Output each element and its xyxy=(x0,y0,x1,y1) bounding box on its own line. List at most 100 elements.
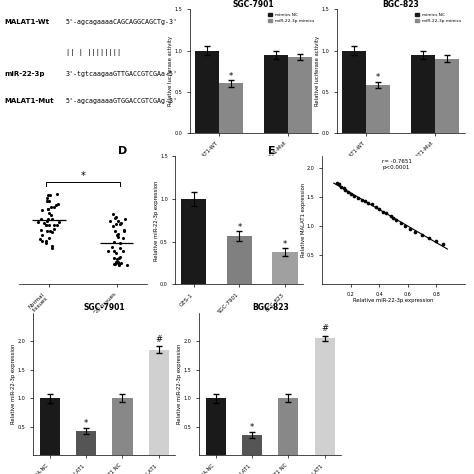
Point xyxy=(114,258,122,265)
Y-axis label: Relative luciferase activity: Relative luciferase activity xyxy=(315,36,320,106)
Text: || | ||||||||: || | |||||||| xyxy=(66,49,121,56)
Point xyxy=(46,228,54,235)
Text: 5'-agcagaaaaCAGCAGGCAGCTg-3': 5'-agcagaaaaCAGCAGGCAGCTg-3' xyxy=(66,19,178,25)
Point xyxy=(44,197,51,205)
Point xyxy=(37,215,45,223)
Point xyxy=(112,220,119,228)
Point xyxy=(46,221,53,228)
Text: *: * xyxy=(376,73,381,82)
Point xyxy=(55,218,63,226)
Bar xyxy=(76,431,96,455)
Point xyxy=(341,186,349,193)
Point xyxy=(354,194,362,202)
Point xyxy=(44,215,52,223)
Point xyxy=(119,247,127,255)
Point xyxy=(375,205,383,212)
Point xyxy=(344,189,352,196)
Point xyxy=(116,253,124,261)
Text: MALAT1-Wt: MALAT1-Wt xyxy=(5,19,50,25)
Legend: mimics NC, miR-22-3p mimics: mimics NC, miR-22-3p mimics xyxy=(414,12,462,24)
Point xyxy=(36,236,43,243)
Text: *: * xyxy=(84,419,88,428)
Point xyxy=(106,217,114,224)
Text: 5'-agcagaaaaGTGGACCGTCGAg-3': 5'-agcagaaaaGTGGACCGTCGAg-3' xyxy=(66,98,178,104)
Point xyxy=(361,197,369,205)
Point xyxy=(110,238,118,246)
Point xyxy=(109,222,116,229)
Legend: mimics NC, miR-22-3p mimics: mimics NC, miR-22-3p mimics xyxy=(267,12,315,24)
Bar xyxy=(149,350,169,455)
Point xyxy=(116,239,124,247)
Point xyxy=(114,233,122,241)
Text: r= -0.7651
p<0.0001: r= -0.7651 p<0.0001 xyxy=(382,159,412,170)
Bar xyxy=(219,83,243,133)
Point xyxy=(42,221,50,229)
Point xyxy=(115,217,122,225)
Point xyxy=(373,203,380,211)
Point xyxy=(48,245,56,252)
Point xyxy=(387,212,394,219)
Point xyxy=(112,249,120,256)
Bar xyxy=(264,55,288,133)
Point xyxy=(52,201,60,209)
Point xyxy=(104,247,112,255)
Bar xyxy=(435,59,459,133)
Point xyxy=(112,258,119,266)
Point xyxy=(47,203,55,210)
Text: miR-22-3p: miR-22-3p xyxy=(5,71,45,77)
Point xyxy=(439,240,447,247)
Point xyxy=(46,191,54,199)
Point xyxy=(110,254,118,261)
Point xyxy=(340,184,347,192)
Point xyxy=(44,206,52,213)
Text: D: D xyxy=(118,146,127,156)
Text: #: # xyxy=(321,324,328,333)
Point xyxy=(42,237,50,245)
Point xyxy=(358,196,366,204)
X-axis label: Relative miR-22-3p expression: Relative miR-22-3p expression xyxy=(353,299,434,303)
Point xyxy=(111,260,119,268)
Point xyxy=(119,235,127,242)
Y-axis label: Relative MALAT1 expression: Relative MALAT1 expression xyxy=(301,183,306,257)
Bar xyxy=(112,398,133,455)
Point xyxy=(368,201,376,208)
Point xyxy=(121,215,128,222)
Point xyxy=(54,221,61,229)
Title: BGC-823: BGC-823 xyxy=(382,0,419,9)
Point xyxy=(39,237,46,245)
Point xyxy=(120,226,128,233)
Point xyxy=(54,200,62,208)
Bar xyxy=(40,398,60,455)
Bar xyxy=(315,338,335,455)
Point xyxy=(333,179,340,186)
Point xyxy=(45,191,52,199)
Point xyxy=(432,237,440,245)
Text: 3'-tgtcaagaaGTTGACCGTCGAa-5': 3'-tgtcaagaaGTTGACCGTCGAa-5' xyxy=(66,71,178,77)
Point xyxy=(45,197,53,205)
Point xyxy=(336,181,343,188)
Point xyxy=(380,208,387,216)
Bar xyxy=(181,199,206,284)
Bar xyxy=(278,398,299,455)
Point xyxy=(45,205,52,212)
Point xyxy=(111,227,119,235)
Point xyxy=(111,214,119,221)
Point xyxy=(116,255,123,262)
Point xyxy=(48,215,55,223)
Text: MALAT1-Mut: MALAT1-Mut xyxy=(5,98,55,104)
Point xyxy=(350,192,357,200)
Point xyxy=(407,225,414,233)
Point xyxy=(109,243,116,250)
Point xyxy=(53,191,61,198)
Point xyxy=(116,220,124,228)
Point xyxy=(117,219,125,227)
Point xyxy=(347,191,355,198)
Point xyxy=(392,217,400,224)
Point xyxy=(35,219,42,226)
Point xyxy=(116,245,124,252)
Title: SGC-7901: SGC-7901 xyxy=(83,303,125,312)
Title: SGC-7901: SGC-7901 xyxy=(233,0,274,9)
Text: #: # xyxy=(155,335,163,344)
Point xyxy=(38,227,46,234)
Bar xyxy=(206,398,226,455)
